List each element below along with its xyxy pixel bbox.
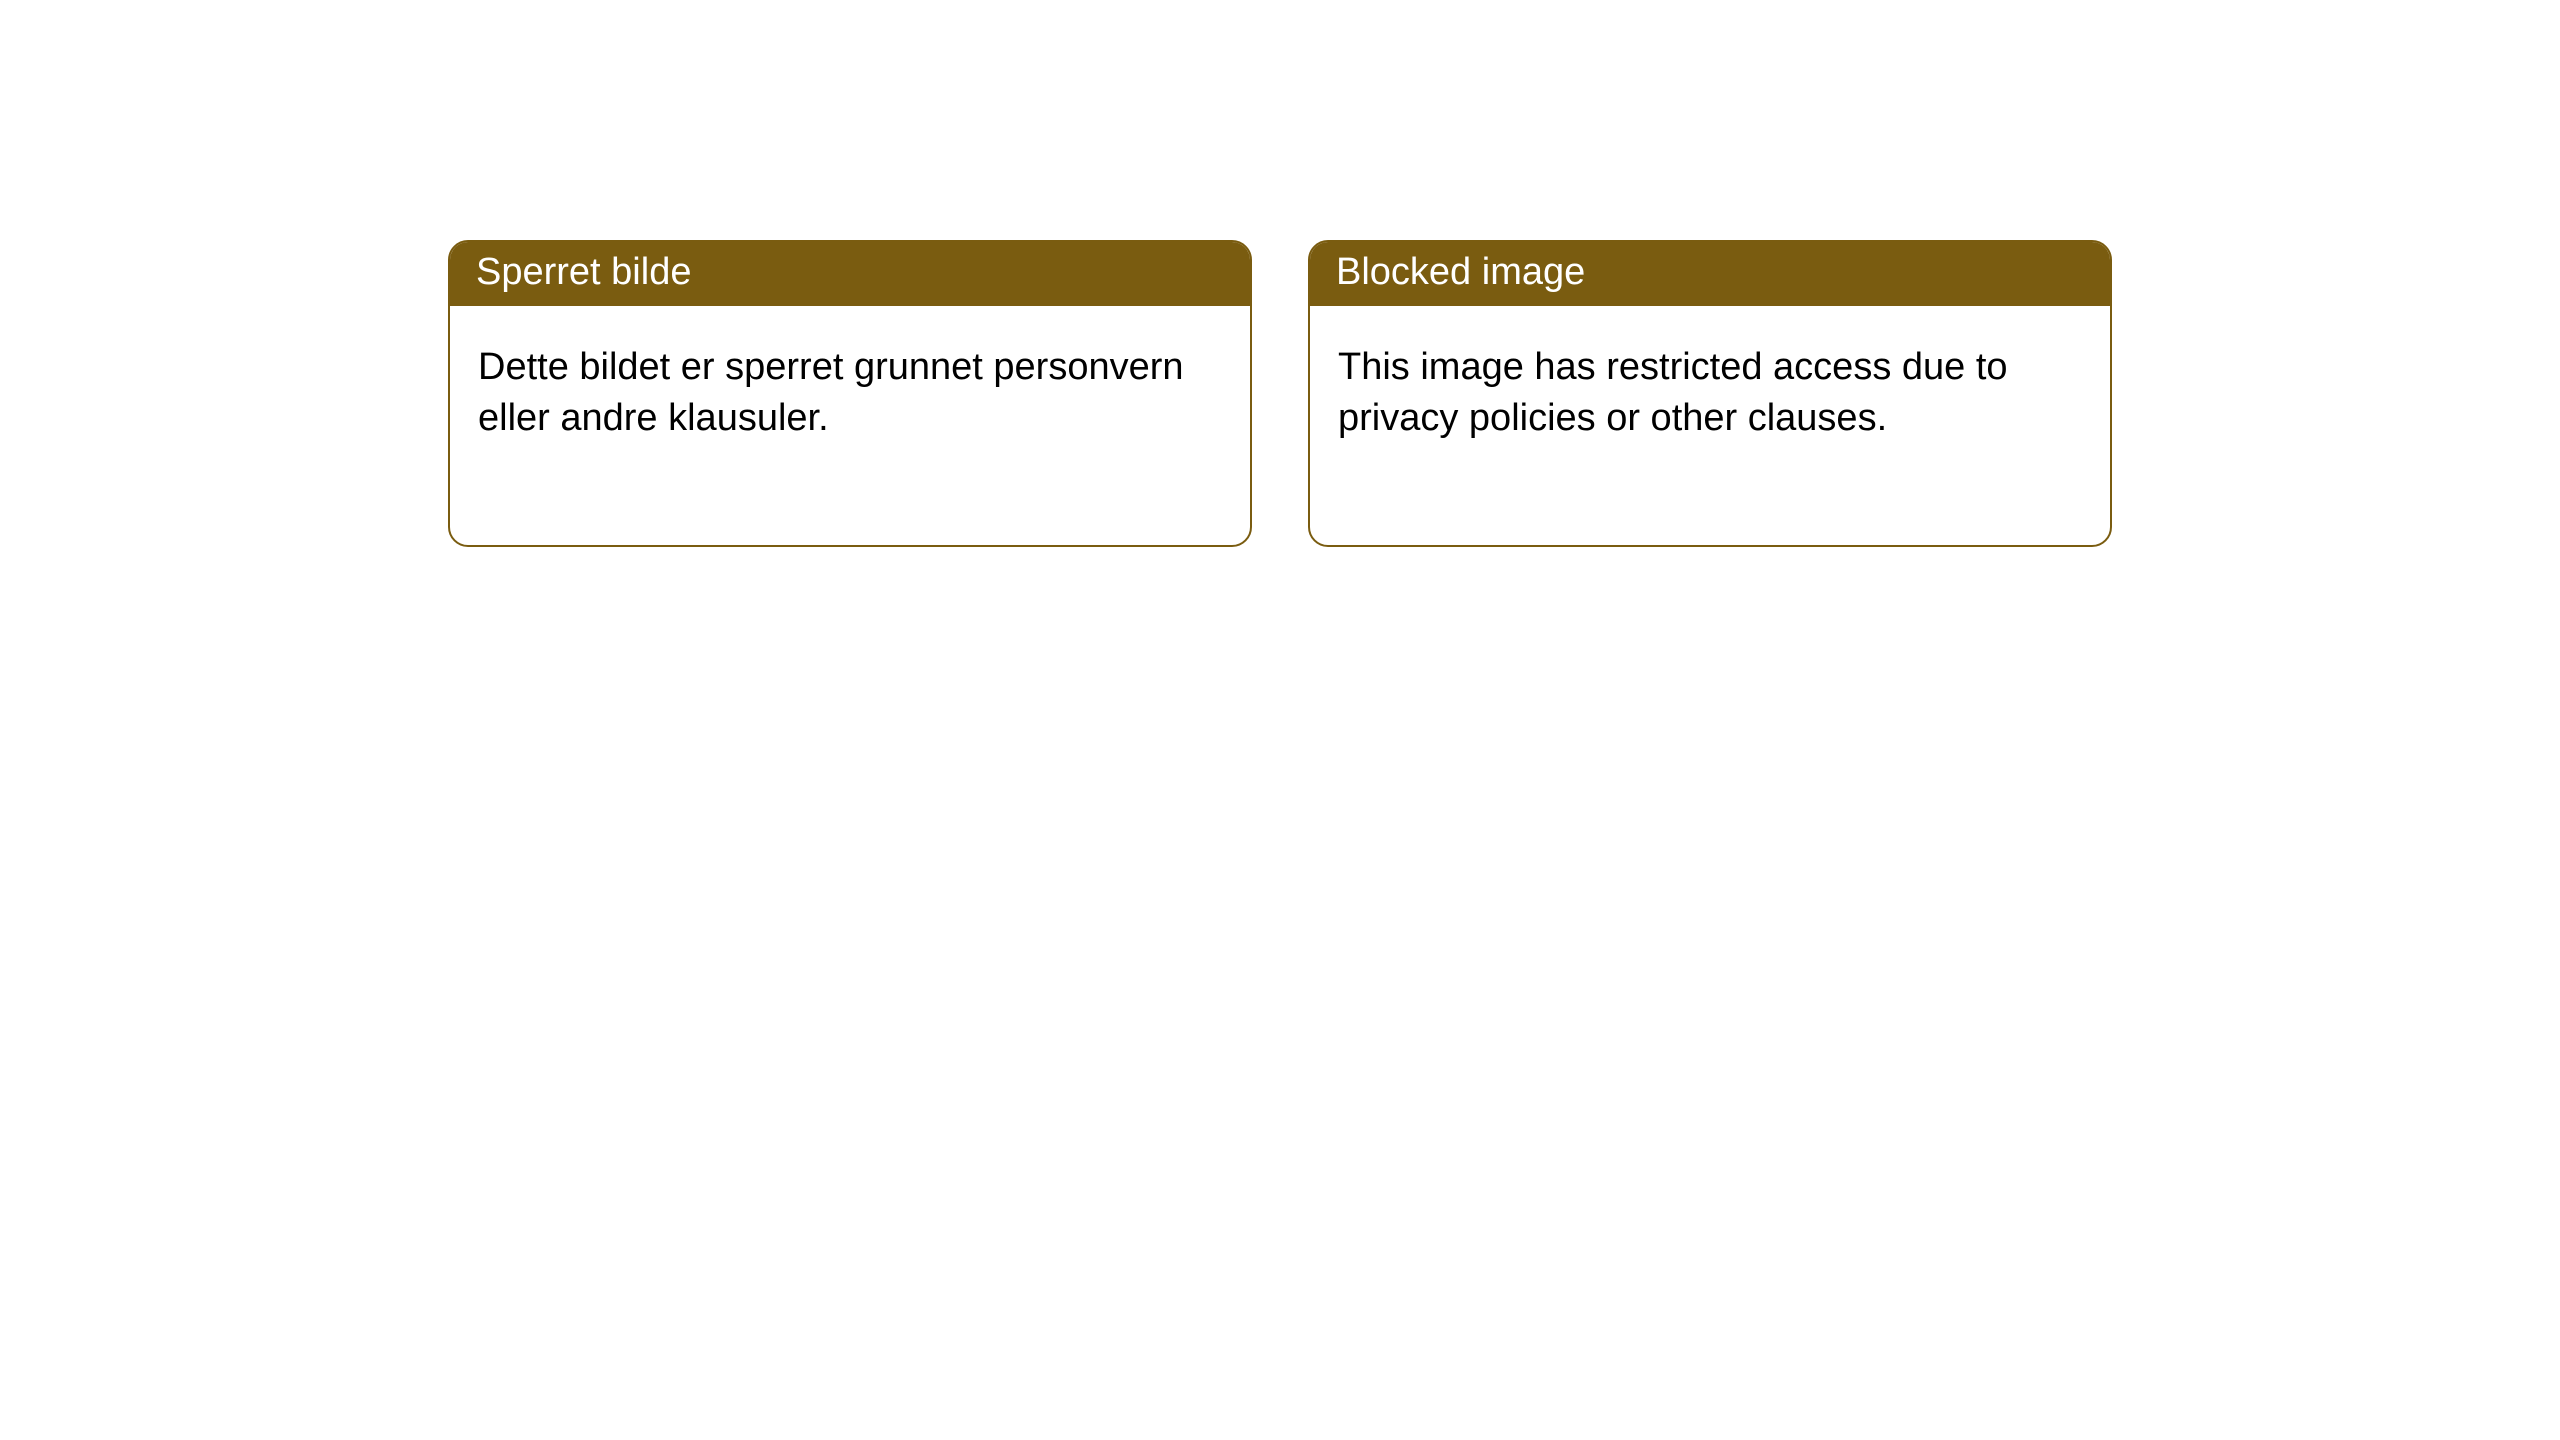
notice-card-english: Blocked image This image has restricted … xyxy=(1308,240,2112,547)
notice-container: Sperret bilde Dette bildet er sperret gr… xyxy=(0,0,2560,547)
notice-body: Dette bildet er sperret grunnet personve… xyxy=(450,306,1250,545)
notice-card-norwegian: Sperret bilde Dette bildet er sperret gr… xyxy=(448,240,1252,547)
notice-body: This image has restricted access due to … xyxy=(1310,306,2110,545)
notice-header: Blocked image xyxy=(1310,242,2110,306)
notice-header: Sperret bilde xyxy=(450,242,1250,306)
